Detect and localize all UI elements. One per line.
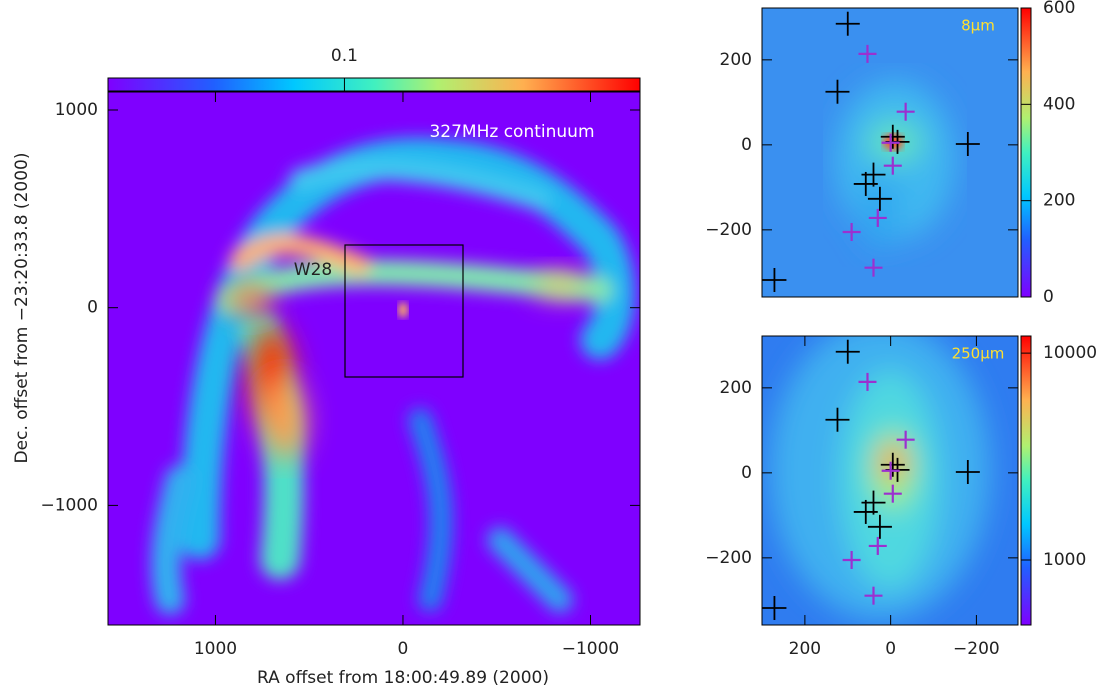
source-marker — [861, 490, 886, 515]
panel-title: 8μm — [961, 17, 995, 35]
source-marker — [868, 208, 887, 227]
frame — [761, 7, 1019, 298]
annotation: W28 — [294, 260, 332, 280]
source-marker — [825, 79, 850, 104]
x-tick-label: 1000 — [194, 639, 237, 659]
source-marker — [861, 162, 886, 187]
y-tick-label: 1000 — [55, 100, 98, 120]
y-tick-label: −200 — [705, 220, 752, 240]
y-axis-label: Dec. offset from −23:20:33.8 (2000) — [12, 153, 32, 464]
colorbar — [1020, 7, 1032, 298]
source-marker — [858, 44, 877, 63]
source-marker — [881, 461, 900, 480]
y-tick-label: 200 — [720, 378, 752, 398]
source-marker — [762, 268, 787, 292]
source-marker — [881, 133, 900, 152]
source-marker — [880, 124, 905, 149]
colorbar-tick-label: 600 — [1043, 0, 1075, 18]
source-marker — [883, 156, 902, 175]
y-tick-label: 200 — [720, 50, 752, 70]
panel-title: 250μm — [952, 345, 1005, 363]
colorbar-tick-label: 1000 — [1043, 550, 1086, 570]
colorbar-tick-label: 0 — [1043, 287, 1054, 307]
source-marker — [835, 339, 860, 364]
source-marker — [825, 407, 850, 432]
x-tick-label: −1000 — [562, 639, 620, 659]
x-tick-label: 200 — [789, 639, 821, 659]
colorbar-tick-label: 200 — [1043, 191, 1075, 211]
y-tick-label: 0 — [741, 135, 752, 155]
source-marker — [880, 452, 905, 477]
source-marker — [896, 102, 915, 121]
y-tick-label: 0 — [87, 298, 98, 318]
x-axis-label: RA offset from 18:00:49.89 (2000) — [257, 668, 549, 688]
x-tick-label: −200 — [953, 639, 1000, 659]
source-marker — [955, 132, 980, 156]
frame — [107, 91, 641, 626]
source-marker — [896, 430, 915, 449]
ir-image — [762, 8, 1018, 297]
x-tick-label: 0 — [885, 639, 896, 659]
source-marker — [842, 222, 861, 241]
source-marker — [955, 460, 980, 484]
colorbar — [1020, 335, 1032, 626]
source-marker — [864, 258, 883, 277]
source-marker — [867, 186, 892, 211]
source-marker — [835, 11, 860, 36]
source-marker — [864, 586, 883, 605]
source-marker — [762, 596, 787, 620]
colorbar — [107, 77, 641, 92]
radio-image — [108, 92, 640, 625]
source-marker — [842, 550, 861, 569]
colorbar-tick-label: 400 — [1043, 94, 1075, 114]
source-marker — [858, 372, 877, 391]
colorbar-tick-label: 10000 — [1043, 343, 1097, 363]
frame — [761, 335, 1019, 626]
y-tick-label: −200 — [705, 548, 752, 568]
source-marker — [868, 536, 887, 555]
source-marker — [883, 484, 902, 503]
source-marker — [867, 514, 892, 539]
y-tick-label: −1000 — [40, 495, 98, 515]
ir-image — [762, 336, 1018, 625]
x-tick-label: 0 — [398, 639, 409, 659]
annotation: 327MHz continuum — [429, 122, 594, 142]
y-tick-label: 0 — [741, 463, 752, 483]
colorbar-tick-label: 0.1 — [331, 46, 358, 66]
